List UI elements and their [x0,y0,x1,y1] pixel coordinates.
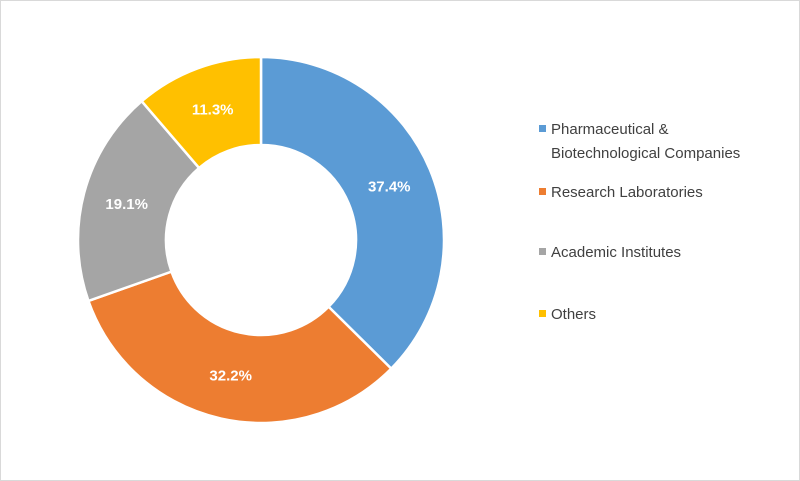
legend-swatch [539,188,546,195]
slice-label-research-laboratories: 32.2% [209,368,252,385]
slice-label-academic-institutes: 19.1% [105,196,148,213]
legend-swatch [539,125,546,132]
legend-swatch [539,248,546,255]
legend-item-academic-institutes: Academic Institutes [539,244,681,261]
legend-item-others: Others [539,306,596,323]
legend-label: Academic Institutes [551,244,681,261]
legend-label: Pharmaceutical & Biotechnological Compani… [551,121,740,162]
donut-slices [76,55,446,425]
slice-label-others: 11.3% [192,102,234,119]
slice-academic-institutes [76,99,201,303]
legend-label: Others [551,306,596,323]
slice-pharmaceutical-biotechnological-companies [259,55,446,371]
legend-label: Research Laboratories [551,184,703,201]
legend: Pharmaceutical & Biotechnological Compani… [539,121,740,323]
slice-others [139,55,263,170]
slice-label-pharmaceutical-biotechnological-companies: 37.4% [368,178,411,195]
slice-research-laboratories [86,270,393,425]
legend-item-research-laboratories: Research Laboratories [539,184,703,201]
legend-swatch [539,310,546,317]
slice-labels: 37.4% 32.2% 19.1% 11.3% [105,102,410,385]
legend-item-pharmaceutical-biotechnological-companies: Pharmaceutical & Biotechnological Compani… [539,121,740,162]
